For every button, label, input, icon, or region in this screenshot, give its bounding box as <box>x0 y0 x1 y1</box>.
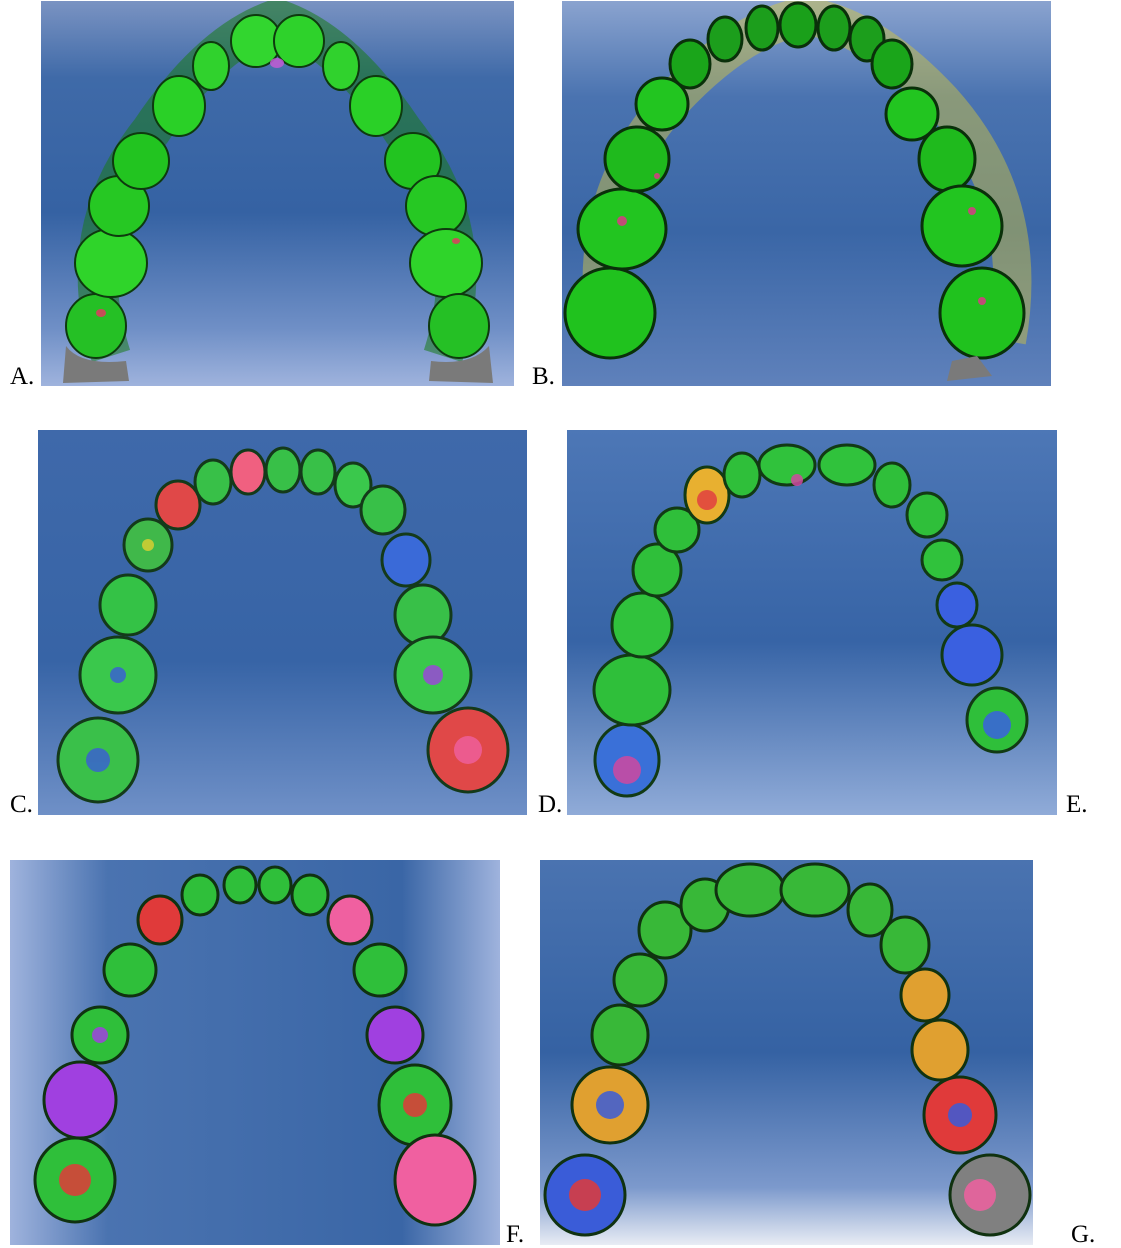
panel-label-e: E. <box>1066 791 1088 818</box>
teeth-a <box>65 1 490 363</box>
teeth-g <box>543 862 1032 1237</box>
scan-panel-b <box>562 1 1051 386</box>
panel-label-g: G. <box>1071 1221 1096 1248</box>
panel-label-d: D. <box>538 791 563 818</box>
scan-panel-f <box>10 860 500 1245</box>
arch-image-b <box>562 1 1051 386</box>
scan-panel-d <box>567 430 1057 815</box>
scan-panel-g <box>540 860 1033 1245</box>
panel-label-a: A. <box>10 363 35 390</box>
panel-label-b: B. <box>532 363 555 390</box>
teeth-d <box>592 443 1029 798</box>
teeth-b <box>563 1 1032 360</box>
scan-panel-c <box>38 430 527 815</box>
panel-label-f: F. <box>506 1221 525 1248</box>
scan-panel-a <box>41 1 514 386</box>
teeth-f <box>33 865 477 1227</box>
arch-image-f <box>10 860 500 1245</box>
teeth-c <box>56 446 510 804</box>
arch-image-c <box>38 430 527 815</box>
arch-image-d <box>567 430 1057 815</box>
panel-label-c: C. <box>10 791 33 818</box>
arch-image-a <box>41 1 514 386</box>
arch-image-g <box>540 860 1033 1245</box>
